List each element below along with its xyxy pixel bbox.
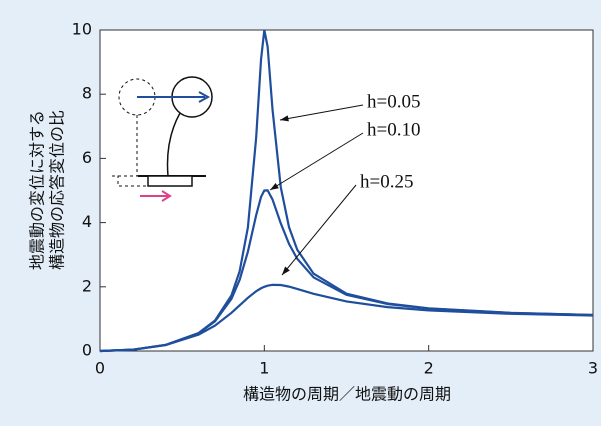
- y-tick-label: 4: [82, 212, 92, 231]
- legend-label: h=0.25: [360, 171, 413, 192]
- x-tick-label: 3: [588, 359, 598, 378]
- x-tick-label: 2: [424, 359, 434, 378]
- legend-label: h=0.05: [367, 91, 420, 112]
- x-tick-label: 0: [95, 359, 105, 378]
- y-tick-label: 10: [72, 20, 92, 39]
- y-tick-label: 0: [82, 341, 92, 360]
- y-tick-label: 6: [82, 148, 92, 167]
- x-axis-label: 構造物の周期／地震動の周期: [243, 385, 451, 404]
- y-tick-label: 2: [82, 276, 92, 295]
- chart: 構造物の周期／地震動の周期 地震動の変位に対する 構造物の応答変位の比 0 2 4 6…: [0, 0, 601, 426]
- plot-area: [100, 30, 593, 351]
- y-axis-label: 地震動の変位に対する: [28, 110, 47, 270]
- y-axis-label: 構造物の応答変位の比: [48, 110, 67, 270]
- x-tick-label: 1: [259, 359, 269, 378]
- legend-label: h=0.10: [367, 119, 420, 140]
- y-tick-label: 8: [82, 84, 92, 103]
